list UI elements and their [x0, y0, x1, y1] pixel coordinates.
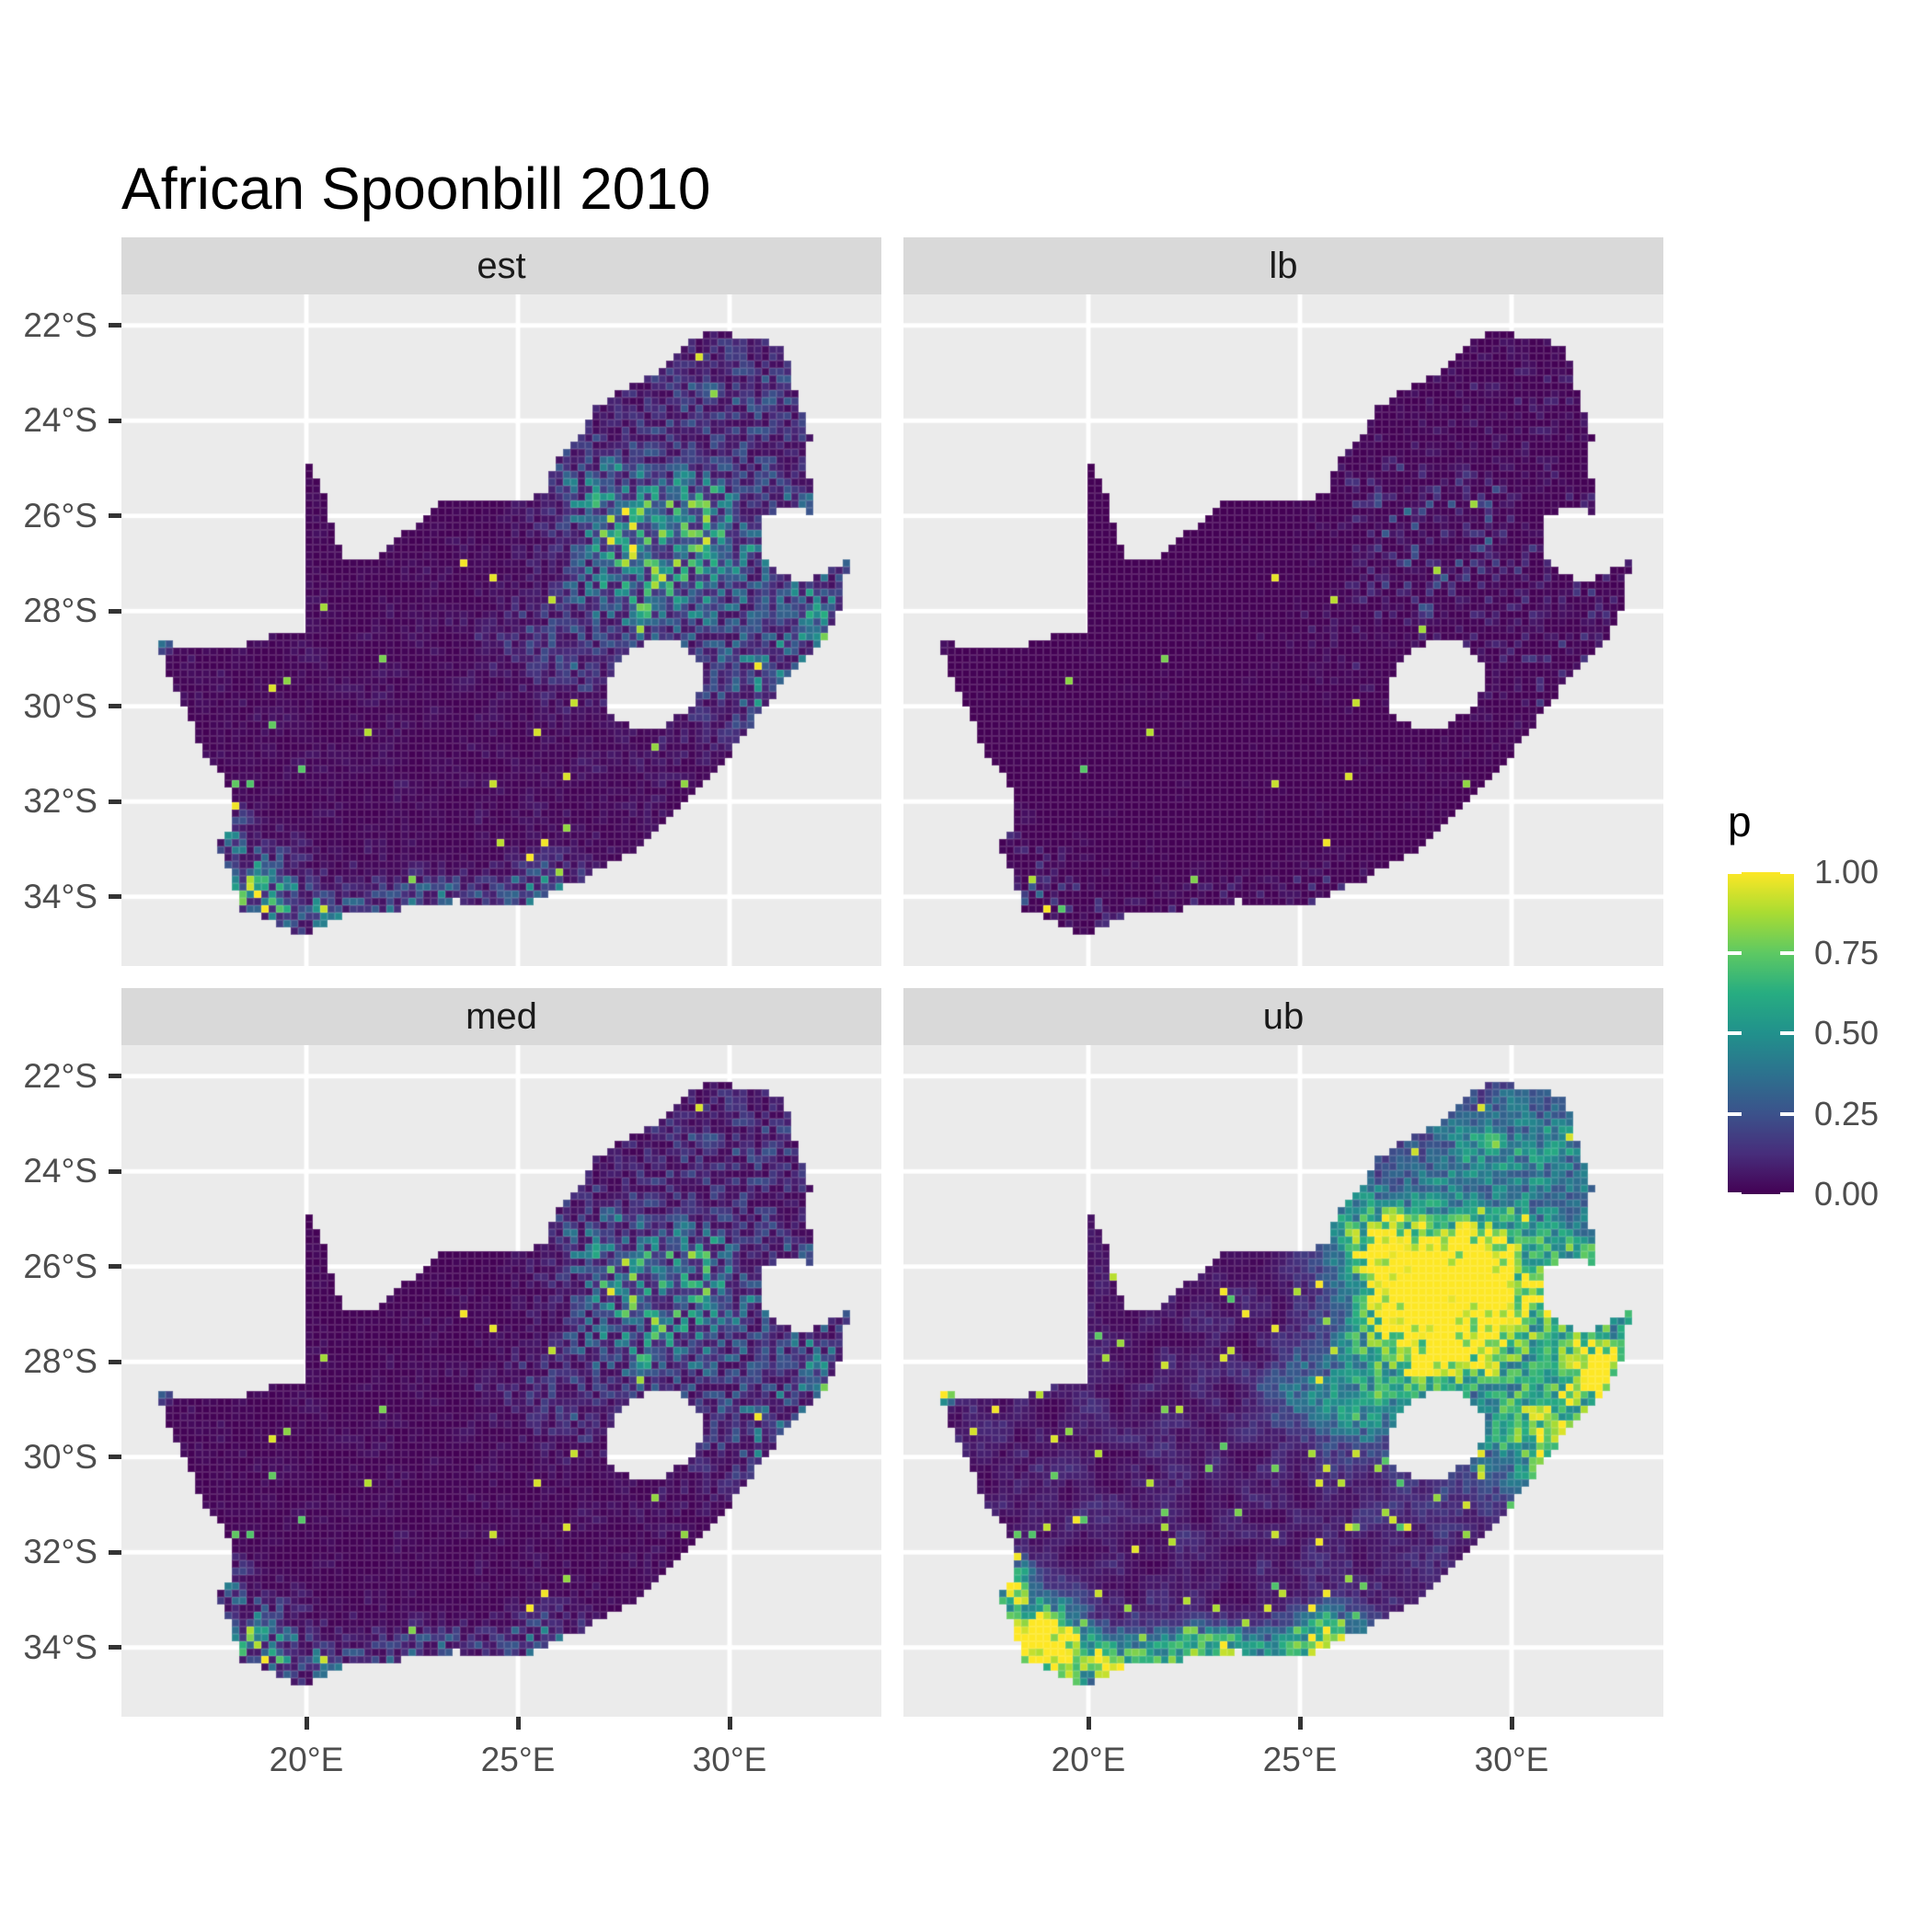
- y-axis-tick: [109, 513, 121, 518]
- facet-strip-label: ub: [1262, 995, 1305, 1037]
- x-axis-tick: [1509, 1717, 1514, 1730]
- legend-tick-mark: [1728, 1031, 1742, 1035]
- y-axis-label: 32°S: [23, 1533, 98, 1570]
- legend-tick-label: 0.75: [1814, 933, 1880, 972]
- y-axis-tick: [109, 418, 121, 423]
- facet-strip-label: lb: [1269, 245, 1298, 286]
- map-panel-est: [121, 294, 881, 966]
- map-panel-lb: [903, 294, 1663, 966]
- legend-tick-mark: [1780, 1111, 1794, 1116]
- y-axis-label: 26°S: [23, 1247, 98, 1285]
- y-axis-tick: [109, 608, 121, 614]
- facet-strip-lb: lb: [903, 237, 1663, 294]
- x-axis-tick: [727, 1717, 732, 1730]
- x-axis-tick: [1086, 1717, 1091, 1730]
- legend-title: p: [1728, 798, 1752, 845]
- y-axis-label: 32°S: [23, 782, 98, 820]
- y-axis-tick: [109, 799, 121, 804]
- facet-strip-label: est: [477, 245, 526, 286]
- legend-tick-mark: [1780, 872, 1794, 874]
- y-axis-tick: [109, 323, 121, 328]
- legend-tick-mark: [1728, 1111, 1742, 1116]
- facet-strip-est: est: [121, 237, 881, 294]
- y-axis-label: 22°S: [23, 305, 98, 344]
- x-axis-label: 20°E: [1051, 1741, 1126, 1778]
- legend-tick-label: 0.00: [1814, 1175, 1880, 1213]
- legend-tick-mark: [1780, 1031, 1794, 1035]
- y-axis-tick: [109, 1168, 121, 1174]
- map-panel-med: [121, 1045, 881, 1717]
- y-axis-tick: [109, 894, 121, 899]
- map-panel-ub: [903, 1045, 1663, 1717]
- legend-tick-mark: [1728, 1192, 1742, 1194]
- plot-title: African Spoonbill 2010: [121, 155, 711, 222]
- y-axis-tick: [109, 1549, 121, 1555]
- y-axis-label: 34°S: [23, 877, 98, 915]
- y-axis-label: 22°S: [23, 1056, 98, 1095]
- facet-strip-med: med: [121, 988, 881, 1045]
- x-axis-label: 20°E: [269, 1741, 344, 1778]
- facet-strip-ub: ub: [903, 988, 1663, 1045]
- x-axis-tick: [515, 1717, 521, 1730]
- legend-colorbar: [1728, 872, 1794, 1194]
- x-axis-label: 30°E: [1474, 1741, 1549, 1778]
- y-axis-label: 26°S: [23, 496, 98, 535]
- y-axis-tick: [109, 1359, 121, 1364]
- y-axis-tick: [109, 704, 121, 708]
- y-axis-label: 24°S: [23, 1152, 98, 1190]
- y-axis-label: 24°S: [23, 401, 98, 439]
- y-axis-tick: [109, 1645, 121, 1650]
- y-axis-label: 28°S: [23, 1342, 98, 1380]
- facet-strip-label: med: [466, 995, 537, 1037]
- legend-tick-mark: [1780, 950, 1794, 955]
- x-axis-tick: [1297, 1717, 1303, 1730]
- legend-tick-mark: [1728, 950, 1742, 955]
- legend-tick-mark: [1728, 872, 1742, 874]
- x-axis-label: 25°E: [480, 1741, 556, 1778]
- legend-tick-label: 0.50: [1814, 1014, 1880, 1052]
- y-axis-tick: [109, 1074, 121, 1078]
- y-axis-tick: [109, 1264, 121, 1269]
- legend-tick-mark: [1780, 1192, 1794, 1194]
- legend-tick-label: 1.00: [1814, 853, 1880, 891]
- y-axis-tick: [109, 1455, 121, 1459]
- y-axis-label: 30°S: [23, 1437, 98, 1476]
- x-axis-label: 25°E: [1262, 1741, 1338, 1778]
- y-axis-label: 34°S: [23, 1627, 98, 1666]
- x-axis-label: 30°E: [692, 1741, 767, 1778]
- legend-tick-label: 0.25: [1814, 1094, 1880, 1133]
- y-axis-label: 28°S: [23, 592, 98, 629]
- x-axis-tick: [304, 1717, 309, 1730]
- y-axis-label: 30°S: [23, 686, 98, 725]
